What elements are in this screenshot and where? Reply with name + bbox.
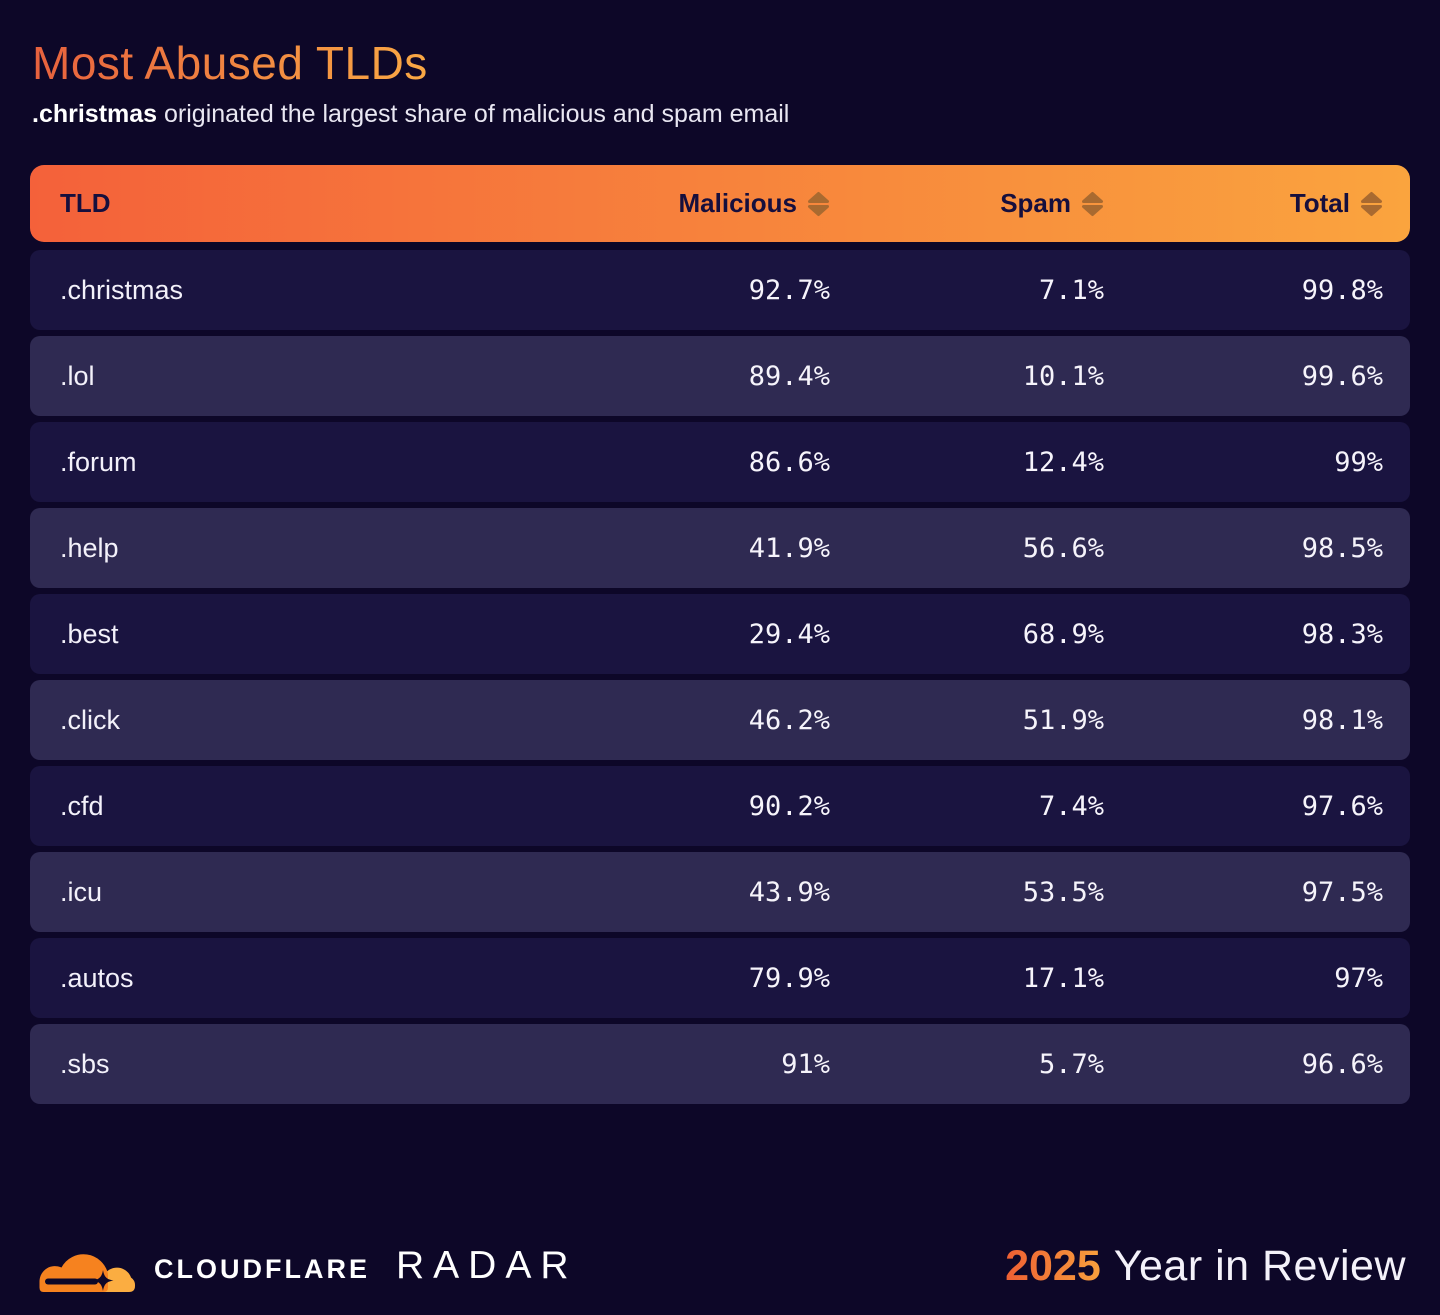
year-label-text: Year in Review: [1113, 1241, 1406, 1290]
column-header-tld: TLD: [60, 188, 580, 219]
tld-table: TLD Malicious Spam Total: [30, 165, 1410, 1104]
total-cell: 98.1%: [1301, 704, 1383, 736]
page-subtitle: .christmas originated the largest share …: [32, 100, 1410, 129]
sort-icon: [1361, 191, 1382, 216]
spam-cell: 7.1%: [1038, 274, 1104, 306]
total-cell: 96.6%: [1301, 1048, 1383, 1080]
table-row: .help 41.9% 56.6% 98.5%: [30, 508, 1410, 588]
table-row: .sbs 91% 5.7% 96.6%: [30, 1024, 1410, 1104]
total-cell: 97.6%: [1301, 790, 1383, 822]
spam-cell: 10.1%: [1022, 360, 1104, 392]
column-header-tld-label: TLD: [60, 188, 111, 218]
table-row: .icu 43.9% 53.5% 97.5%: [30, 852, 1410, 932]
table-row: .best 29.4% 68.9% 98.3%: [30, 594, 1410, 674]
tld-cell: .help: [60, 532, 119, 563]
total-cell: 99%: [1334, 446, 1383, 478]
tld-cell: .cfd: [60, 790, 104, 821]
malicious-cell: 43.9%: [748, 876, 830, 908]
column-header-spam-label: Spam: [1000, 188, 1071, 218]
table-body: .christmas 92.7% 7.1% 99.8% .lol 89.4% 1…: [30, 250, 1410, 1104]
subtitle-text: originated the largest share of maliciou…: [157, 100, 790, 128]
spam-cell: 56.6%: [1022, 532, 1104, 564]
total-cell: 97%: [1334, 962, 1383, 994]
column-header-malicious[interactable]: Malicious: [580, 188, 830, 219]
table-row: .autos 79.9% 17.1% 97%: [30, 938, 1410, 1018]
malicious-cell: 91%: [781, 1048, 830, 1080]
spam-cell: 51.9%: [1022, 704, 1104, 736]
column-header-total-label: Total: [1289, 188, 1350, 218]
sort-icon: [808, 191, 829, 216]
tld-cell: .click: [60, 704, 120, 735]
total-cell: 99.6%: [1301, 360, 1383, 392]
column-header-malicious-label: Malicious: [678, 188, 797, 218]
malicious-cell: 41.9%: [748, 532, 830, 564]
table-header: TLD Malicious Spam Total: [30, 165, 1410, 242]
radar-wordmark: RADAR: [395, 1244, 578, 1287]
tld-cell: .icu: [60, 876, 103, 907]
spam-cell: 5.7%: [1038, 1048, 1104, 1080]
malicious-cell: 92.7%: [748, 274, 830, 306]
table-row: .lol 89.4% 10.1% 99.6%: [30, 336, 1410, 416]
tld-cell: .autos: [60, 962, 134, 993]
tld-cell: .christmas: [60, 274, 184, 305]
year-in-review: 2025 Year in Review: [1005, 1242, 1406, 1291]
year-text: 2025: [1005, 1241, 1101, 1290]
malicious-cell: 90.2%: [748, 790, 830, 822]
malicious-cell: 79.9%: [748, 962, 830, 994]
malicious-cell: 89.4%: [748, 360, 830, 392]
malicious-cell: 86.6%: [748, 446, 830, 478]
cloudflare-logo-icon: [39, 1254, 136, 1292]
spam-cell: 53.5%: [1022, 876, 1104, 908]
malicious-cell: 29.4%: [748, 618, 830, 650]
sort-icon: [1082, 191, 1103, 216]
table-row: .cfd 90.2% 7.4% 97.6%: [30, 766, 1410, 846]
subtitle-highlight: .christmas: [32, 100, 158, 128]
tld-cell: .sbs: [60, 1048, 110, 1079]
total-cell: 98.3%: [1301, 618, 1383, 650]
table-row: .forum 86.6% 12.4% 99%: [30, 422, 1410, 502]
malicious-cell: 46.2%: [748, 704, 830, 736]
cloudflare-radar-brand: CLOUDFLARE RADAR: [30, 1229, 578, 1303]
spam-cell: 68.9%: [1022, 618, 1104, 650]
tld-cell: .lol: [60, 360, 95, 391]
total-cell: 97.5%: [1301, 876, 1383, 908]
spam-cell: 12.4%: [1022, 446, 1104, 478]
page-title: Most Abused TLDs: [32, 37, 428, 89]
brand-words: CLOUDFLARE RADAR: [154, 1244, 578, 1288]
spam-cell: 7.4%: [1038, 790, 1104, 822]
spam-cell: 17.1%: [1022, 962, 1104, 994]
table-row: .christmas 92.7% 7.1% 99.8%: [30, 250, 1410, 330]
total-cell: 99.8%: [1301, 274, 1383, 306]
tld-cell: .forum: [60, 446, 137, 477]
column-header-total[interactable]: Total: [1104, 188, 1383, 219]
total-cell: 98.5%: [1301, 532, 1383, 564]
footer: CLOUDFLARE RADAR 2025 Year in Review: [30, 1229, 1406, 1303]
tld-cell: .best: [60, 618, 119, 649]
column-header-spam[interactable]: Spam: [830, 188, 1104, 219]
cloudflare-wordmark: CLOUDFLARE: [154, 1254, 370, 1284]
table-row: .click 46.2% 51.9% 98.1%: [30, 680, 1410, 760]
